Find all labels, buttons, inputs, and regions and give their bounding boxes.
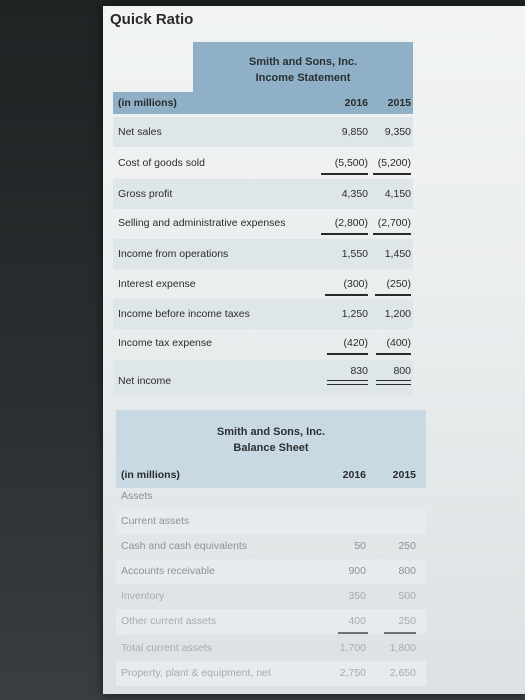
subtotal-underline bbox=[327, 353, 368, 355]
row-value-2016: 350 bbox=[348, 590, 366, 602]
column-header-2016: 2016 bbox=[342, 469, 366, 481]
row-value-2016: 900 bbox=[348, 565, 366, 577]
table-row: Property, plant & equipment, net 2,750 2… bbox=[116, 661, 426, 686]
row-label: Accounts receivable bbox=[121, 565, 215, 577]
balance-sheet-column-headers: (in millions) 2016 2015 bbox=[116, 462, 426, 488]
total-double-underline bbox=[376, 380, 411, 385]
table-row: Income from operations 1,550 1,450 bbox=[113, 239, 413, 269]
row-label: Income before income taxes bbox=[118, 308, 250, 320]
table-row: Selling and administrative expenses (2,8… bbox=[113, 208, 413, 238]
row-label: Interest expense bbox=[118, 278, 196, 290]
row-value-2015: (5,200) bbox=[377, 157, 411, 169]
row-value-2016: 2,750 bbox=[339, 667, 366, 679]
row-value-2016: 50 bbox=[354, 540, 366, 552]
table-row: Income before income taxes 1,250 1,200 bbox=[113, 299, 413, 329]
table-row: Inventory 350 500 bbox=[116, 584, 416, 609]
row-value-2016: (2,800) bbox=[334, 217, 368, 229]
row-label: Selling and administrative expenses bbox=[118, 217, 286, 229]
row-value-2016: 4,350 bbox=[341, 188, 368, 200]
row-value-2015: 800 bbox=[398, 565, 416, 577]
row-label: Cost of goods sold bbox=[118, 157, 205, 169]
table-row: Cost of goods sold (5,500) (5,200) bbox=[113, 148, 413, 178]
row-label: Current assets bbox=[121, 515, 190, 527]
row-value-2015: 4,150 bbox=[384, 188, 411, 200]
subtotal-underline bbox=[375, 294, 411, 296]
row-value-2015: 250 bbox=[398, 540, 416, 552]
column-header-2016: 2016 bbox=[344, 97, 368, 109]
row-label: Property, plant & equipment, net bbox=[121, 667, 271, 679]
row-label: Net income bbox=[118, 375, 172, 387]
unit-label: (in millions) bbox=[118, 97, 177, 109]
row-label: Cash and cash equivalents bbox=[121, 540, 248, 552]
row-value-2015: 500 bbox=[398, 590, 416, 602]
row-label: Net sales bbox=[118, 126, 162, 138]
table-row: Interest expense (300) (250) bbox=[113, 269, 413, 299]
row-label: Other current assets bbox=[121, 615, 217, 627]
row-value-2015: 1,800 bbox=[389, 642, 416, 654]
subtotal-underline bbox=[338, 632, 368, 634]
row-value-2015: (250) bbox=[386, 278, 411, 290]
row-label: Assets bbox=[121, 490, 153, 502]
table-row: Net income 830 800 bbox=[113, 360, 413, 396]
income-statement-column-headers: (in millions) 2016 2015 bbox=[113, 92, 413, 114]
row-value-2015: 1,450 bbox=[384, 248, 411, 260]
table-row: Other current assets 400 250 bbox=[116, 609, 426, 634]
table-row: Cash and cash equivalents 50 250 bbox=[116, 534, 416, 559]
column-header-2015: 2015 bbox=[387, 97, 411, 109]
row-label: Total current assets bbox=[121, 642, 213, 654]
subtotal-underline bbox=[321, 233, 368, 235]
income-statement-title: Income Statement bbox=[255, 72, 351, 84]
subtotal-underline bbox=[373, 233, 411, 235]
table-row: Assets bbox=[116, 484, 416, 509]
row-value-2016: 1,250 bbox=[341, 308, 368, 320]
row-label: Inventory bbox=[121, 590, 165, 602]
table-row: Income tax expense (420) (400) bbox=[113, 328, 413, 358]
row-value-2015: 250 bbox=[398, 615, 416, 627]
table-row: Total current assets 1,700 1,800 bbox=[116, 636, 416, 661]
balance-sheet-header: Smith and Sons, Inc. Balance Sheet bbox=[116, 410, 426, 470]
table-row: Net sales 9,850 9,350 bbox=[113, 117, 413, 147]
row-value-2016: (420) bbox=[343, 337, 368, 349]
row-value-2016: 1,700 bbox=[339, 642, 366, 654]
subtotal-underline bbox=[384, 632, 416, 634]
balance-sheet-title: Balance Sheet bbox=[233, 442, 309, 454]
row-label: Income from operations bbox=[118, 248, 229, 260]
subtotal-underline bbox=[373, 173, 411, 175]
row-value-2016: 9,850 bbox=[341, 126, 368, 138]
row-value-2015: 9,350 bbox=[384, 126, 411, 138]
subtotal-underline bbox=[376, 353, 411, 355]
row-value-2015: 2,650 bbox=[389, 667, 416, 679]
row-value-2015: (400) bbox=[386, 337, 411, 349]
income-statement-header: Smith and Sons, Inc. Income Statement bbox=[193, 42, 413, 100]
row-value-2016: 1,550 bbox=[341, 248, 368, 260]
row-value-2015: (2,700) bbox=[377, 217, 411, 229]
column-header-2015: 2015 bbox=[392, 469, 416, 481]
row-value-2016: 830 bbox=[350, 365, 368, 377]
subtotal-underline bbox=[321, 173, 368, 175]
unit-label: (in millions) bbox=[121, 469, 180, 481]
row-label: Gross profit bbox=[118, 188, 173, 200]
row-value-2016: (300) bbox=[343, 278, 368, 290]
table-row: Accounts receivable 900 800 bbox=[116, 559, 426, 584]
row-label: Income tax expense bbox=[118, 337, 212, 349]
total-double-underline bbox=[327, 380, 368, 385]
income-statement-company: Smith and Sons, Inc. bbox=[248, 56, 358, 68]
table-row: Gross profit 4,350 4,150 bbox=[113, 179, 413, 209]
row-value-2016: (5,500) bbox=[334, 157, 368, 169]
row-value-2016: 400 bbox=[348, 615, 366, 627]
balance-sheet-company: Smith and Sons, Inc. bbox=[216, 426, 326, 438]
table-row: Current assets bbox=[116, 509, 426, 534]
row-value-2015: 1,200 bbox=[384, 308, 411, 320]
subtotal-underline bbox=[325, 294, 368, 296]
row-value-2015: 800 bbox=[393, 365, 411, 377]
page-title: Quick Ratio bbox=[110, 11, 194, 28]
